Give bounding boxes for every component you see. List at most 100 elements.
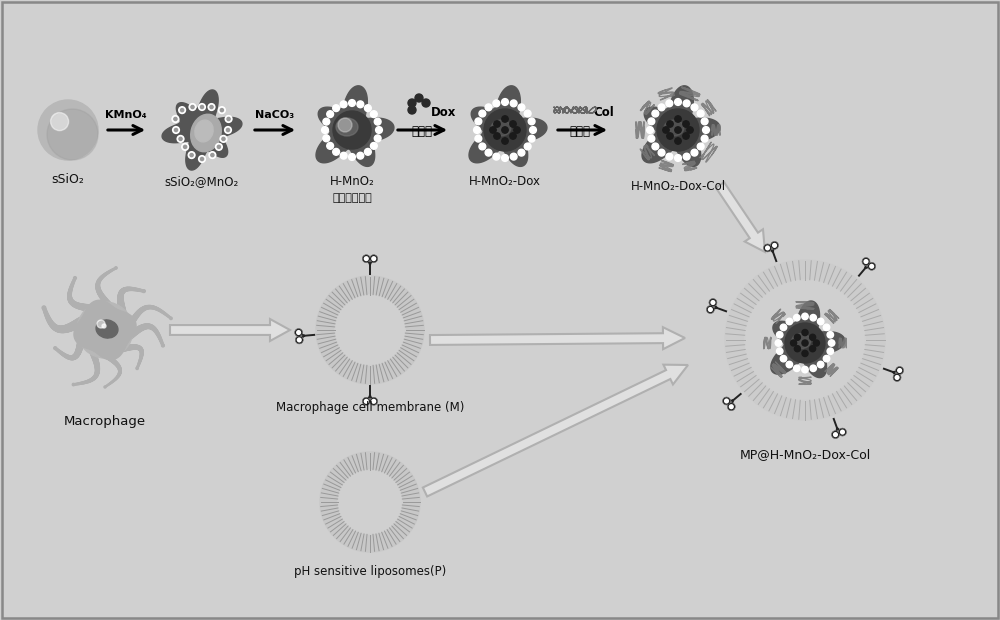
Circle shape — [502, 116, 508, 122]
Circle shape — [338, 118, 352, 132]
Circle shape — [225, 115, 232, 122]
Circle shape — [802, 329, 808, 335]
Circle shape — [786, 361, 793, 368]
Circle shape — [667, 133, 673, 140]
Circle shape — [707, 306, 714, 313]
Circle shape — [896, 367, 903, 374]
Circle shape — [667, 121, 673, 127]
Circle shape — [208, 104, 215, 110]
Circle shape — [785, 323, 825, 363]
Circle shape — [802, 313, 808, 320]
Circle shape — [349, 100, 355, 107]
Text: sSiO₂: sSiO₂ — [52, 173, 84, 186]
Circle shape — [199, 104, 205, 110]
Circle shape — [683, 100, 690, 107]
Circle shape — [370, 143, 377, 149]
Circle shape — [371, 255, 377, 262]
Circle shape — [200, 157, 204, 161]
Circle shape — [215, 143, 222, 150]
Circle shape — [102, 324, 106, 328]
Circle shape — [210, 105, 213, 108]
Circle shape — [725, 260, 885, 420]
Circle shape — [518, 104, 525, 111]
Circle shape — [648, 135, 655, 142]
Polygon shape — [469, 86, 547, 166]
Circle shape — [894, 374, 901, 381]
Circle shape — [683, 153, 690, 160]
Circle shape — [322, 126, 328, 133]
Circle shape — [745, 280, 865, 400]
Circle shape — [710, 299, 716, 306]
Circle shape — [349, 154, 355, 161]
Circle shape — [764, 244, 771, 252]
Circle shape — [728, 404, 735, 410]
Circle shape — [652, 143, 659, 150]
Ellipse shape — [195, 120, 213, 142]
Circle shape — [72, 383, 75, 386]
Circle shape — [868, 263, 875, 270]
Circle shape — [647, 126, 653, 133]
Text: H-MnO₂-Dox-Col: H-MnO₂-Dox-Col — [630, 180, 726, 193]
Circle shape — [528, 118, 535, 125]
Circle shape — [174, 128, 178, 131]
Circle shape — [813, 340, 819, 346]
Circle shape — [338, 470, 402, 534]
Circle shape — [357, 153, 364, 159]
Circle shape — [723, 397, 730, 404]
Circle shape — [780, 324, 787, 330]
Circle shape — [494, 121, 500, 127]
Circle shape — [514, 127, 520, 133]
Circle shape — [675, 99, 681, 105]
Circle shape — [810, 365, 816, 371]
Circle shape — [776, 348, 783, 355]
Circle shape — [502, 154, 508, 161]
Circle shape — [189, 104, 196, 110]
Ellipse shape — [96, 320, 118, 338]
Circle shape — [485, 149, 492, 156]
Circle shape — [333, 105, 340, 112]
Circle shape — [484, 109, 526, 151]
Circle shape — [364, 148, 371, 155]
Circle shape — [211, 154, 214, 157]
Polygon shape — [316, 86, 394, 166]
Polygon shape — [716, 182, 765, 252]
Circle shape — [77, 302, 133, 358]
Polygon shape — [170, 319, 290, 341]
Circle shape — [832, 431, 839, 438]
Text: Dox: Dox — [431, 105, 456, 118]
Circle shape — [182, 143, 189, 150]
Circle shape — [701, 118, 708, 125]
Circle shape — [832, 432, 839, 438]
Circle shape — [658, 149, 665, 156]
Circle shape — [179, 107, 186, 113]
Circle shape — [415, 94, 423, 102]
Circle shape — [173, 126, 179, 133]
Circle shape — [190, 154, 193, 157]
Circle shape — [188, 152, 195, 159]
Circle shape — [502, 99, 508, 105]
Circle shape — [652, 110, 659, 117]
Circle shape — [340, 153, 347, 159]
Circle shape — [691, 149, 698, 156]
Circle shape — [179, 137, 182, 141]
Circle shape — [422, 99, 430, 107]
Circle shape — [51, 113, 69, 131]
Circle shape — [863, 259, 869, 265]
Circle shape — [791, 340, 797, 346]
Circle shape — [528, 135, 535, 142]
Circle shape — [474, 126, 480, 133]
Circle shape — [479, 110, 486, 117]
Circle shape — [408, 106, 416, 114]
Circle shape — [296, 337, 303, 343]
Circle shape — [371, 398, 377, 404]
Circle shape — [184, 145, 187, 148]
Circle shape — [896, 367, 903, 374]
Circle shape — [675, 127, 681, 133]
Circle shape — [493, 100, 500, 107]
Circle shape — [475, 118, 482, 125]
Circle shape — [479, 143, 486, 150]
Circle shape — [170, 317, 172, 319]
Text: H-MnO₂-Dox: H-MnO₂-Dox — [469, 175, 541, 188]
Circle shape — [200, 105, 204, 108]
Circle shape — [810, 346, 816, 352]
